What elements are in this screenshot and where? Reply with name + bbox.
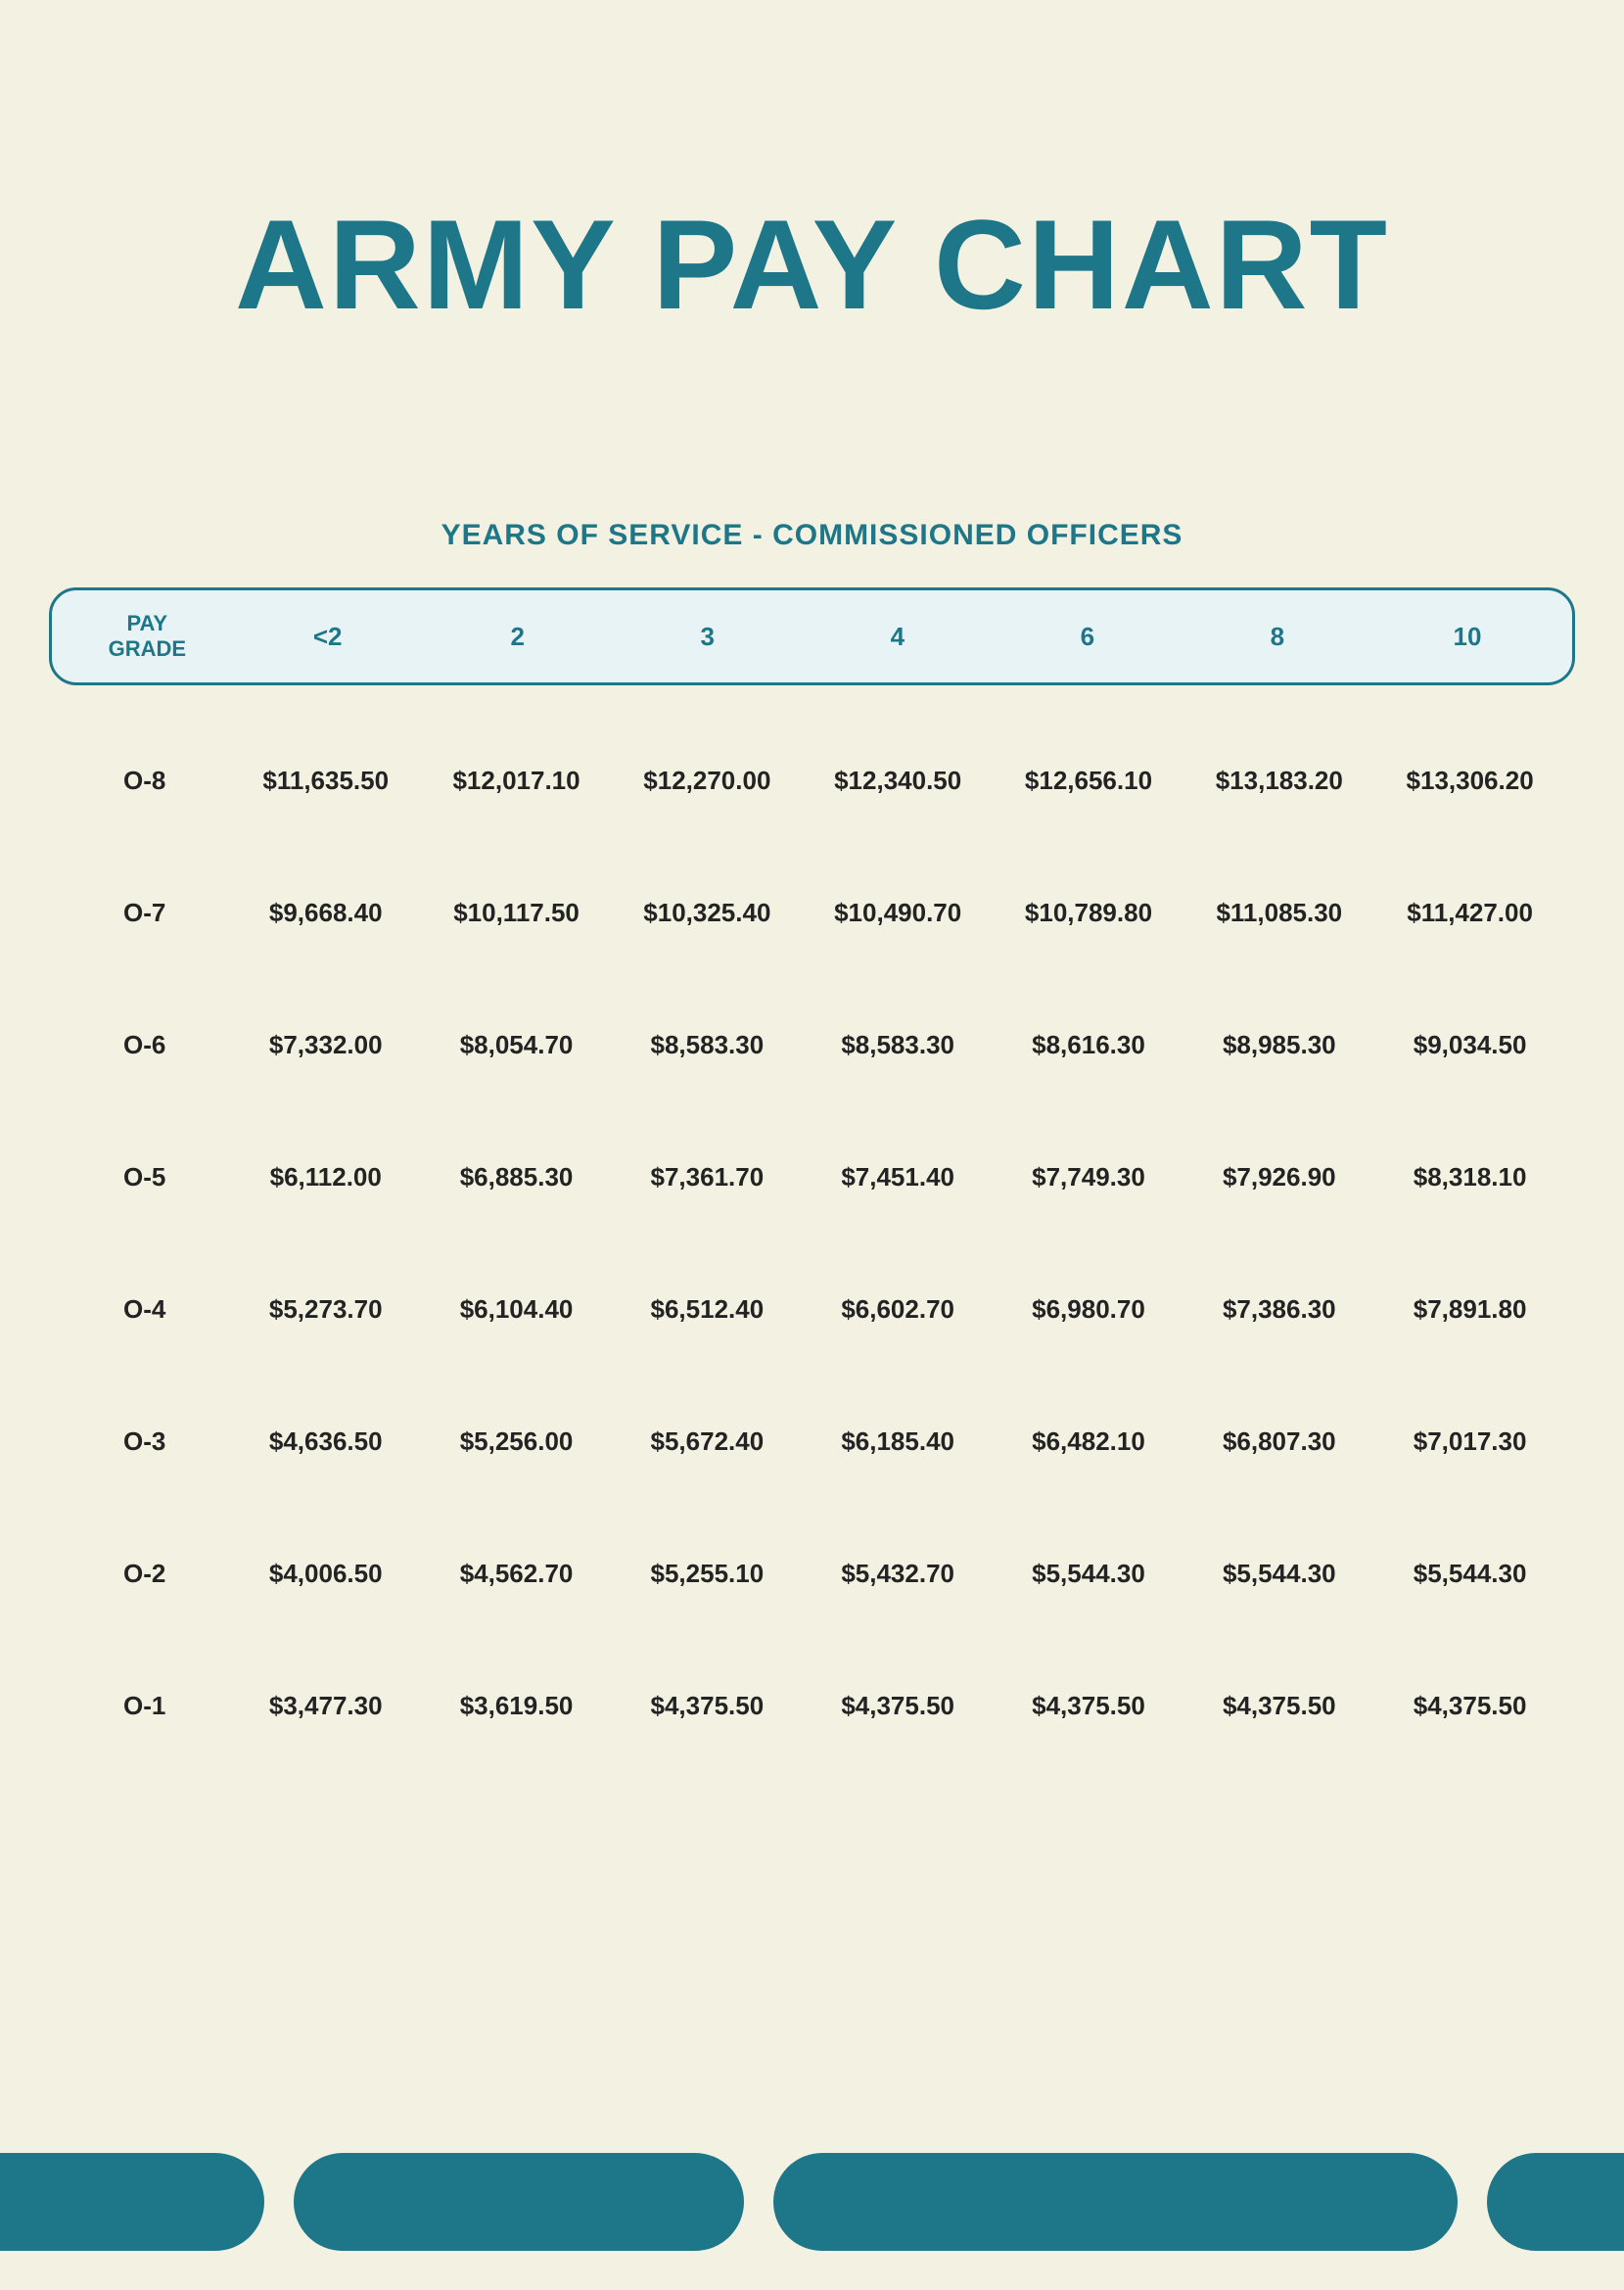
cell-value: $12,270.00 — [612, 766, 803, 796]
header-col-1: 2 — [423, 622, 613, 652]
cell-value: $4,375.50 — [612, 1691, 803, 1721]
cell-value: $7,332.00 — [230, 1030, 421, 1060]
cell-value: $8,583.30 — [612, 1030, 803, 1060]
cell-value: $5,544.30 — [994, 1559, 1184, 1589]
table-row: O-7$9,668.40$10,117.50$10,325.40$10,490.… — [49, 847, 1575, 979]
header-col-0: <2 — [233, 622, 423, 652]
cell-value: $10,789.80 — [994, 898, 1184, 928]
cell-value: $6,185.40 — [803, 1426, 994, 1457]
cell-value: $7,749.30 — [994, 1162, 1184, 1192]
header-pay-grade-line2: GRADE — [109, 636, 186, 661]
table-row: O-3$4,636.50$5,256.00$5,672.40$6,185.40$… — [49, 1376, 1575, 1508]
cell-value: $7,891.80 — [1374, 1294, 1565, 1325]
cell-value: $4,006.50 — [230, 1559, 421, 1589]
footer-pill-1 — [0, 2153, 264, 2251]
table-row: O-8$11,635.50$12,017.10$12,270.00$12,340… — [49, 715, 1575, 847]
cell-value: $13,306.20 — [1374, 766, 1565, 796]
cell-grade: O-8 — [59, 766, 230, 796]
cell-grade: O-5 — [59, 1162, 230, 1192]
cell-value: $7,361.70 — [612, 1162, 803, 1192]
cell-value: $4,562.70 — [421, 1559, 612, 1589]
cell-value: $7,017.30 — [1374, 1426, 1565, 1457]
cell-value: $9,668.40 — [230, 898, 421, 928]
cell-value: $13,183.20 — [1183, 766, 1374, 796]
header-col-6: 10 — [1372, 622, 1562, 652]
cell-value: $5,255.10 — [612, 1559, 803, 1589]
cell-value: $8,985.30 — [1183, 1030, 1374, 1060]
table-row: O-2$4,006.50$4,562.70$5,255.10$5,432.70$… — [49, 1508, 1575, 1640]
cell-value: $7,926.90 — [1183, 1162, 1374, 1192]
footer-pill-3 — [773, 2153, 1459, 2251]
cell-value: $4,636.50 — [230, 1426, 421, 1457]
cell-value: $7,451.40 — [803, 1162, 994, 1192]
cell-value: $10,325.40 — [612, 898, 803, 928]
cell-value: $6,104.40 — [421, 1294, 612, 1325]
footer-decoration — [0, 2153, 1624, 2251]
cell-value: $6,112.00 — [230, 1162, 421, 1192]
header-col-3: 4 — [803, 622, 993, 652]
footer-pill-4 — [1487, 2153, 1624, 2251]
cell-value: $6,602.70 — [803, 1294, 994, 1325]
header-col-4: 6 — [993, 622, 1183, 652]
cell-value: $6,807.30 — [1183, 1426, 1374, 1457]
cell-value: $12,340.50 — [803, 766, 994, 796]
table-row: O-4$5,273.70$6,104.40$6,512.40$6,602.70$… — [49, 1243, 1575, 1376]
cell-value: $11,427.00 — [1374, 898, 1565, 928]
cell-value: $4,375.50 — [1374, 1691, 1565, 1721]
cell-grade: O-6 — [59, 1030, 230, 1060]
page-title: ARMY PAY CHART — [0, 191, 1624, 338]
cell-value: $4,375.50 — [803, 1691, 994, 1721]
header-pay-grade-line1: PAY — [127, 611, 168, 635]
cell-value: $4,375.50 — [1183, 1691, 1374, 1721]
cell-value: $11,085.30 — [1183, 898, 1374, 928]
table-body: O-8$11,635.50$12,017.10$12,270.00$12,340… — [49, 715, 1575, 1772]
cell-value: $5,273.70 — [230, 1294, 421, 1325]
header-pay-grade: PAY GRADE — [62, 611, 233, 663]
cell-value: $9,034.50 — [1374, 1030, 1565, 1060]
cell-grade: O-2 — [59, 1559, 230, 1589]
cell-value: $5,432.70 — [803, 1559, 994, 1589]
table-row: O-5$6,112.00$6,885.30$7,361.70$7,451.40$… — [49, 1111, 1575, 1243]
cell-value: $8,616.30 — [994, 1030, 1184, 1060]
cell-value: $10,117.50 — [421, 898, 612, 928]
header-col-5: 8 — [1183, 622, 1372, 652]
footer-pill-2 — [294, 2153, 744, 2251]
table-header-row: PAY GRADE <2 2 3 4 6 8 10 — [49, 587, 1575, 685]
cell-grade: O-1 — [59, 1691, 230, 1721]
cell-value: $12,656.10 — [994, 766, 1184, 796]
cell-value: $6,512.40 — [612, 1294, 803, 1325]
cell-value: $6,482.10 — [994, 1426, 1184, 1457]
table-row: O-6$7,332.00$8,054.70$8,583.30$8,583.30$… — [49, 979, 1575, 1111]
cell-value: $12,017.10 — [421, 766, 612, 796]
cell-value: $6,980.70 — [994, 1294, 1184, 1325]
cell-value: $8,583.30 — [803, 1030, 994, 1060]
table-row: O-1$3,477.30$3,619.50$4,375.50$4,375.50$… — [49, 1640, 1575, 1772]
cell-value: $8,054.70 — [421, 1030, 612, 1060]
cell-value: $3,477.30 — [230, 1691, 421, 1721]
cell-grade: O-7 — [59, 898, 230, 928]
cell-grade: O-3 — [59, 1426, 230, 1457]
cell-value: $10,490.70 — [803, 898, 994, 928]
cell-value: $7,386.30 — [1183, 1294, 1374, 1325]
cell-value: $6,885.30 — [421, 1162, 612, 1192]
subtitle: YEARS OF SERVICE - COMMISSIONED OFFICERS — [0, 519, 1624, 552]
cell-value: $5,672.40 — [612, 1426, 803, 1457]
header-col-2: 3 — [613, 622, 803, 652]
cell-value: $5,544.30 — [1183, 1559, 1374, 1589]
cell-value: $8,318.10 — [1374, 1162, 1565, 1192]
cell-value: $11,635.50 — [230, 766, 421, 796]
cell-value: $5,544.30 — [1374, 1559, 1565, 1589]
pay-chart-table: PAY GRADE <2 2 3 4 6 8 10 O-8$11,635.50$… — [49, 587, 1575, 1772]
cell-value: $4,375.50 — [994, 1691, 1184, 1721]
cell-value: $3,619.50 — [421, 1691, 612, 1721]
cell-value: $5,256.00 — [421, 1426, 612, 1457]
cell-grade: O-4 — [59, 1294, 230, 1325]
